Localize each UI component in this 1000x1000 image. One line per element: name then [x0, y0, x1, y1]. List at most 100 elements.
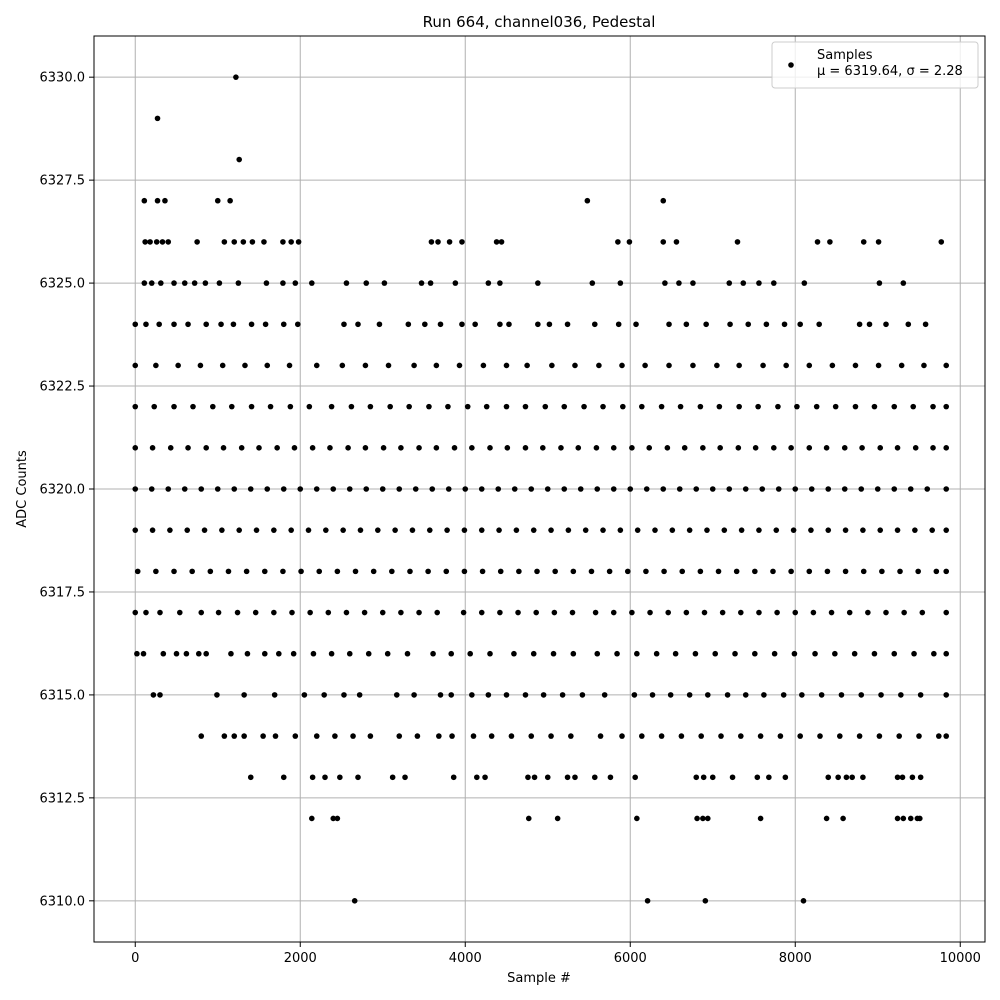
data-point	[900, 815, 907, 822]
data-point	[288, 527, 294, 533]
data-point	[418, 280, 425, 286]
data-point	[726, 280, 733, 286]
data-point	[429, 486, 436, 492]
data-point	[367, 403, 374, 410]
data-point	[261, 568, 268, 575]
data-point	[524, 362, 530, 369]
legend-stats: μ = 6319.64, σ = 2.28	[817, 64, 963, 79]
data-point	[240, 239, 247, 245]
data-point	[883, 321, 889, 328]
data-point	[849, 774, 855, 781]
data-point	[644, 898, 651, 904]
data-point	[874, 486, 881, 492]
data-point	[666, 362, 672, 369]
data-point	[309, 815, 315, 822]
data-point	[565, 527, 572, 533]
data-point	[241, 733, 247, 739]
data-point	[865, 609, 871, 616]
data-point	[322, 774, 328, 781]
data-point	[594, 650, 601, 657]
data-point	[736, 362, 742, 369]
data-point	[470, 733, 477, 739]
data-point	[451, 445, 458, 451]
data-point	[584, 197, 591, 204]
data-point	[478, 609, 485, 616]
data-point	[181, 280, 188, 286]
data-point	[363, 280, 370, 286]
data-point	[445, 403, 451, 410]
data-point	[167, 445, 174, 451]
data-point	[700, 445, 706, 451]
data-point	[757, 815, 764, 822]
data-point	[249, 239, 256, 245]
data-point	[313, 486, 320, 492]
data-point	[159, 239, 166, 245]
data-point	[414, 733, 421, 739]
data-point	[589, 280, 596, 286]
data-point	[361, 609, 368, 616]
data-point	[351, 898, 358, 904]
data-point	[171, 568, 177, 575]
data-point	[894, 774, 901, 781]
data-point	[709, 774, 716, 781]
data-point	[305, 527, 312, 533]
data-point	[686, 692, 693, 698]
data-point	[943, 609, 950, 616]
data-point	[922, 321, 929, 328]
data-point	[943, 403, 950, 410]
data-point	[297, 486, 304, 492]
data-point	[381, 280, 388, 286]
data-point	[339, 362, 346, 369]
data-point	[921, 362, 927, 369]
data-point	[407, 568, 413, 575]
data-point	[606, 568, 613, 575]
data-point	[943, 692, 950, 698]
data-point	[740, 280, 747, 286]
y-tick-label: 6310.0	[40, 894, 86, 909]
data-point	[313, 362, 320, 369]
data-point	[287, 403, 294, 410]
data-point	[825, 774, 832, 781]
legend-marker	[788, 62, 794, 68]
data-point	[727, 321, 733, 328]
data-point	[564, 774, 571, 781]
data-point	[260, 733, 266, 739]
data-point	[610, 445, 617, 451]
data-point	[549, 362, 555, 369]
data-point	[348, 403, 355, 410]
data-point	[591, 321, 598, 328]
data-point	[646, 445, 653, 451]
data-point	[856, 733, 863, 739]
data-point	[579, 692, 586, 698]
data-point	[497, 609, 503, 616]
data-point	[323, 527, 329, 533]
data-point	[327, 445, 333, 451]
data-point	[801, 280, 808, 286]
data-point	[752, 445, 759, 451]
y-tick-label: 6327.5	[40, 174, 86, 189]
data-point	[497, 568, 504, 575]
data-point	[610, 609, 617, 616]
data-point	[817, 733, 823, 739]
data-point	[535, 280, 541, 286]
data-point	[591, 774, 598, 781]
data-point	[907, 815, 914, 822]
data-point	[474, 774, 480, 781]
data-point	[157, 692, 163, 698]
data-point	[875, 362, 882, 369]
data-point	[619, 362, 625, 369]
data-point	[564, 321, 571, 328]
data-point	[736, 403, 742, 410]
data-point	[634, 527, 641, 533]
data-point	[930, 445, 936, 451]
data-point	[404, 650, 411, 657]
data-point	[528, 486, 535, 492]
data-point	[533, 609, 539, 616]
data-point	[552, 568, 558, 575]
data-point	[658, 403, 665, 410]
data-point	[434, 609, 441, 616]
data-point	[554, 815, 561, 822]
data-point	[897, 568, 903, 575]
data-point	[309, 280, 315, 286]
data-point	[858, 692, 865, 698]
